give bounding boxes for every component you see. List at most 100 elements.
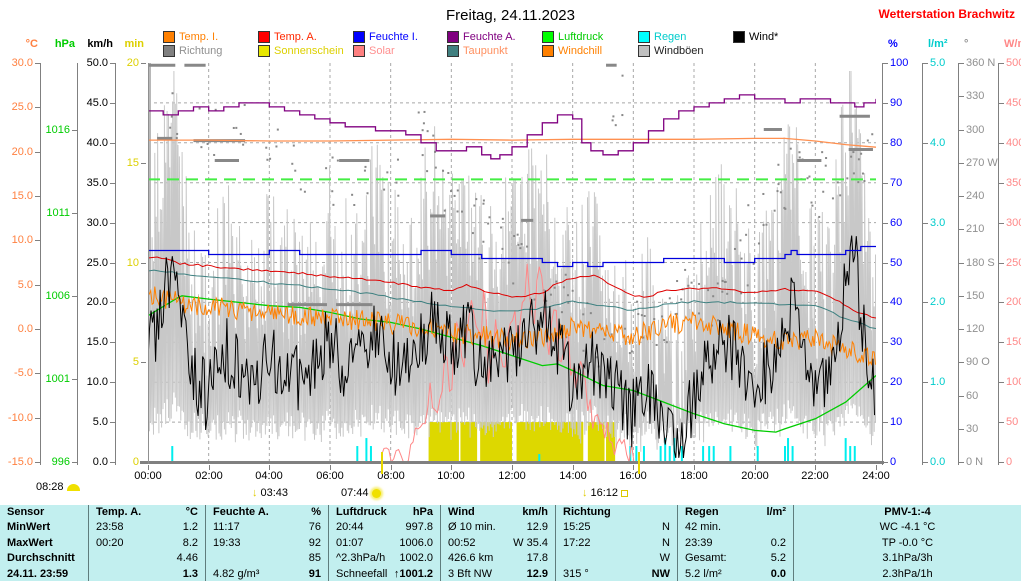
legend-item-taupunkt: Taupunkt: [447, 45, 508, 57]
axis-tick-label-min: 20: [126, 57, 139, 69]
series-richtung-dot: [857, 158, 860, 161]
table-cell-value: W 35.4: [513, 536, 548, 549]
series-richtung-dot: [500, 226, 503, 229]
series-richtung-dot: [200, 146, 203, 149]
axis-tick-label-min: 15: [126, 157, 139, 169]
axis-tick-label-wm2: 200: [1006, 296, 1021, 308]
series-richtung-dot: [299, 188, 302, 191]
table-cell-text: 3 Bft NW: [448, 567, 493, 580]
legend-swatch-icon: [163, 31, 175, 43]
table-cell: 23:39 0.2: [678, 536, 793, 551]
axis-tick-label-deg: 90 O: [966, 356, 990, 368]
axis-tick-label-pct: 20: [890, 376, 903, 388]
table-header-label: Temp. A.: [96, 506, 142, 518]
table-header-label: Luftdruck: [336, 506, 387, 518]
legend-label: Windchill: [558, 45, 603, 57]
series-regen: [642, 446, 645, 462]
series-richtung-dot: [395, 181, 398, 184]
axis-tick-label-kmh: 30.0: [86, 217, 108, 229]
series-richtung-dot: [482, 202, 485, 205]
series-richtung-dot: [846, 177, 849, 180]
table-cell: 2.3hPa/1h: [794, 567, 1021, 581]
axis-tick-label-deg: 150: [966, 290, 985, 302]
axis-line-deg: [958, 63, 959, 465]
axis-tick-label-deg: 300: [966, 124, 985, 136]
series-richtung-dot: [676, 280, 679, 283]
table-column-temp-a-: Temp. A. °C 23:58 1.2 00:20 8.2 4.46 1.3: [88, 505, 205, 581]
axis-tick-degC: [35, 329, 40, 330]
series-richtung-dot: [266, 158, 269, 161]
axis-tick-deg: [959, 396, 964, 397]
series-richtung-dot: [675, 312, 678, 315]
table-cell: 17:22 N: [556, 536, 677, 551]
moonset-icon: ↓: [252, 487, 258, 499]
series-richtung-dot: [836, 181, 839, 184]
axis-tick-label-deg: 330: [966, 90, 985, 102]
series-richtung-dot: [434, 166, 437, 169]
series-richtung-dot: [653, 318, 656, 321]
legend-swatch-icon: [638, 45, 650, 57]
series-richtung-dot: [269, 157, 272, 160]
axis-tick-label-kmh: 35.0: [86, 177, 108, 189]
series-richtung-dot: [712, 295, 715, 298]
table-cell-value: ↑1001.2: [393, 567, 433, 580]
series-richtung-dot: [624, 327, 627, 330]
axis-tick-deg: [959, 229, 964, 230]
table-cell-value: 12.9: [526, 521, 548, 534]
series-wind: [148, 235, 875, 459]
series-richtung-dot: [801, 158, 804, 161]
series-richtung-dot: [739, 239, 742, 242]
axis-tick-deg: [959, 196, 964, 197]
table-cell-text: 3.1hPa/3h: [882, 552, 933, 565]
series-richtung-dot: [276, 128, 279, 131]
table-cell-text: MinWert: [7, 521, 51, 534]
axis-tick-kmh: [110, 302, 115, 303]
series-richtung-dot: [213, 153, 216, 156]
series-richtung-dot: [612, 115, 615, 118]
legend-swatch-icon: [163, 45, 175, 57]
series-richtung-dot: [765, 223, 768, 226]
axis-tick-deg: [959, 462, 964, 463]
series-richtung-dot: [740, 257, 743, 260]
table-cell-text: 315 °: [563, 567, 589, 580]
axis-tick-kmh: [110, 143, 115, 144]
table-column-luftdruck: Luftdruck hPa 20:44 997.8 01:07 1006.0 ^2.3hPa…: [328, 505, 440, 581]
axis-tick-deg: [959, 263, 964, 264]
series-sonnenschein: [460, 422, 478, 462]
series-richtung-dot: [533, 298, 536, 301]
series-richtung-dot: [697, 312, 700, 315]
series-richtung-dot: [747, 204, 750, 207]
table-cell: 315 ° NW: [556, 567, 677, 581]
series-richtung-dot: [553, 286, 556, 289]
x-axis-label: 22:00: [801, 470, 829, 482]
series-richtung-dot: [426, 170, 429, 173]
table-cell-value: 17.8: [526, 552, 548, 565]
table-header-unit: km/h: [522, 506, 548, 518]
series-richtung-dot: [460, 210, 463, 213]
legend-item-windchill: Windchill: [542, 45, 602, 57]
sunset-time: 16:12: [590, 487, 619, 499]
series-solar: [381, 263, 644, 464]
series-richtung-dot: [663, 339, 666, 342]
moonset-marker: ↓ 03:43: [252, 487, 288, 499]
series-richtung-dot: [169, 126, 172, 129]
series-richtung-dot: [275, 145, 278, 148]
axis-tick-label-deg: 30: [966, 423, 979, 435]
table-cell-value: 92: [308, 536, 321, 549]
axis-tick-label-min: 5: [132, 356, 139, 368]
series-richtung-dot: [852, 172, 855, 175]
axis-tick-label-degC: 0.0: [17, 323, 33, 335]
series-regen: [538, 454, 541, 462]
axis-tick-label-deg: 120: [966, 323, 985, 335]
series-richtung-dot: [331, 156, 334, 159]
sunrise-time: 07:44: [341, 487, 369, 499]
series-feuchte-a-: [148, 94, 876, 160]
axis-tick-kmh: [110, 462, 115, 463]
series-richtung-dot: [363, 169, 366, 172]
axis-tick-wm2: [999, 342, 1004, 343]
legend-label: Sonnenschein: [274, 45, 344, 57]
series-richtung-dot: [512, 282, 515, 285]
series-richtung-dot: [808, 175, 811, 178]
axis-tick-label-wm2: 50: [1006, 416, 1019, 428]
series-richtung-dot: [206, 142, 209, 145]
